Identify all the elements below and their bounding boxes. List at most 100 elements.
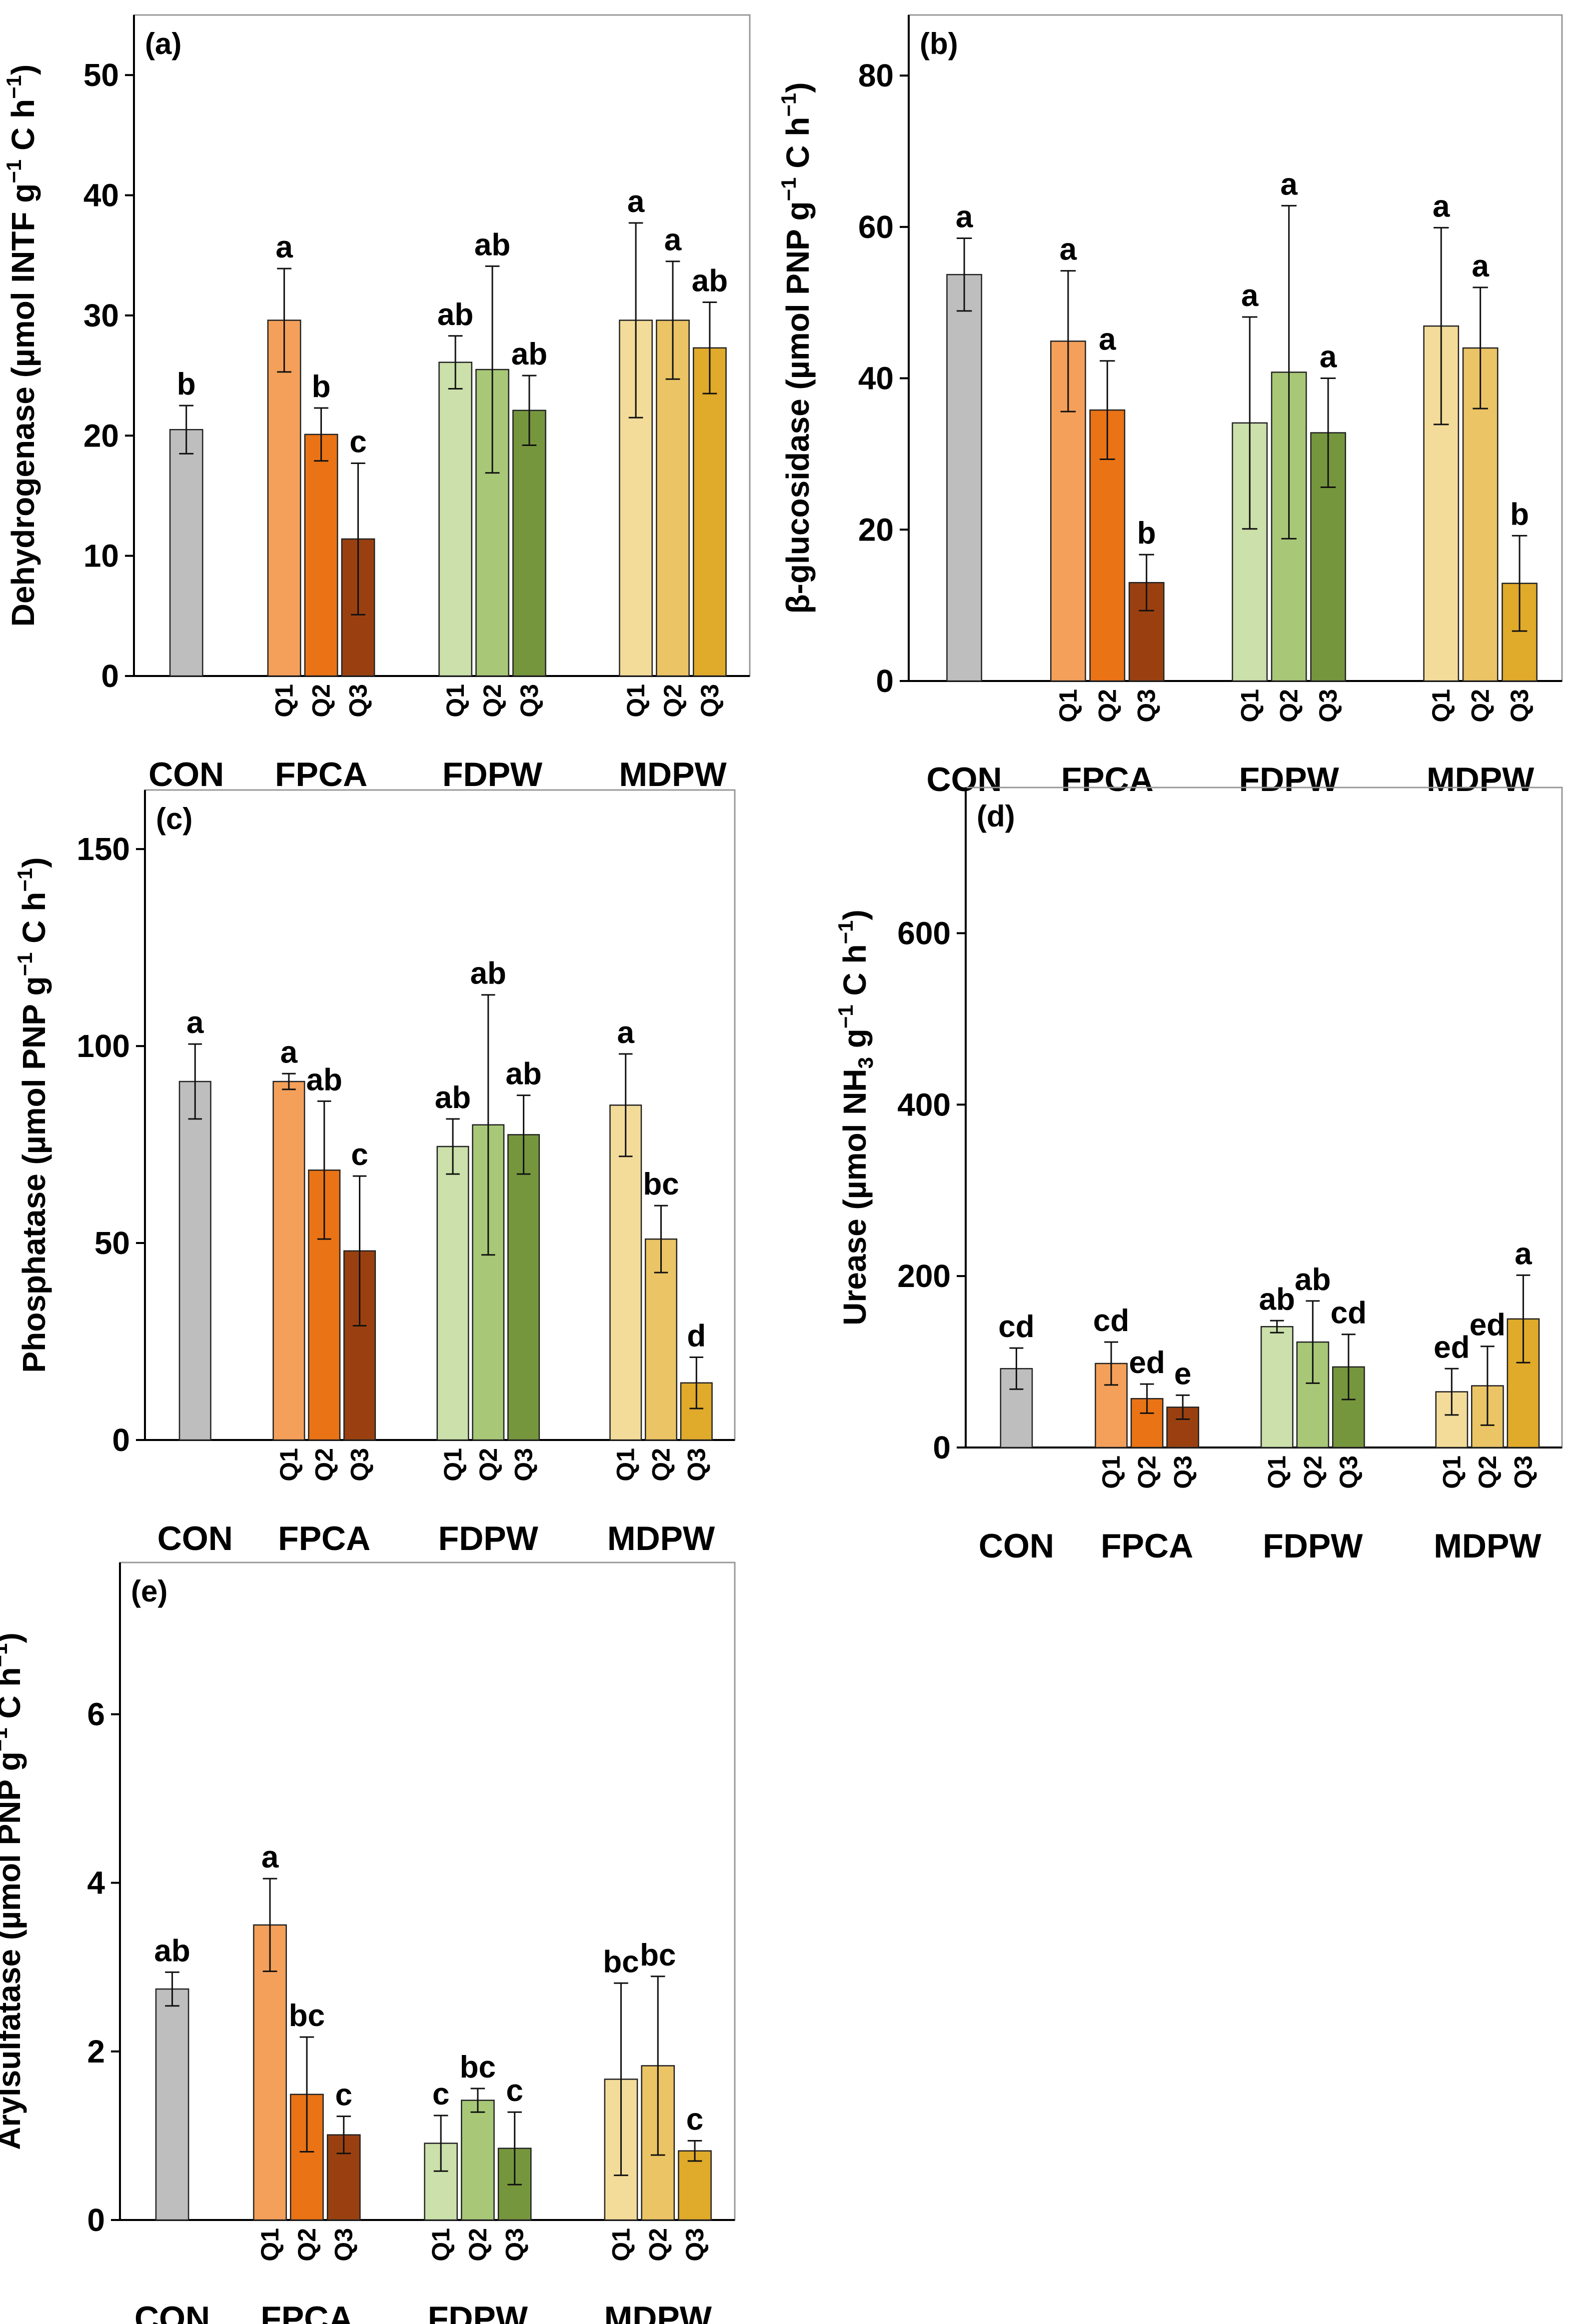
y-tick-label: 20: [83, 418, 119, 454]
y-tick-label: 20: [858, 512, 894, 548]
bar-sublabel: Q1: [1427, 689, 1455, 722]
significance-letter: a: [1280, 167, 1298, 202]
significance-letter: b: [312, 370, 331, 404]
bar-sublabel: Q1: [1263, 1456, 1291, 1489]
bar: [1260, 1326, 1294, 1448]
bar-sublabel: Q2: [464, 2228, 492, 2262]
group-label: FPCA: [1101, 1527, 1193, 1565]
bar: [507, 1134, 540, 1441]
significance-letter: b: [177, 367, 196, 402]
bar-sublabel: Q2: [1299, 1456, 1327, 1489]
y-tick-label: 600: [897, 915, 951, 951]
y-axis-title-part: C h: [837, 944, 873, 1004]
y-tick-label: 200: [897, 1258, 951, 1294]
significance-letter: a: [1099, 322, 1116, 357]
bar-sublabel: Q3: [681, 2228, 709, 2262]
y-tick-label: 0: [87, 2202, 105, 2238]
bar: [436, 1146, 469, 1441]
significance-letter: ab: [306, 1062, 342, 1097]
bar-sublabel: Q1: [1438, 1456, 1466, 1489]
y-tick-label: 40: [858, 360, 894, 396]
group-label: FDPW: [1263, 1527, 1363, 1565]
y-axis-title-part: −1: [2, 75, 25, 99]
bar-sublabel: Q2: [474, 1448, 502, 1482]
significance-letter: a: [1060, 232, 1077, 267]
group-label: CON: [927, 760, 1002, 798]
group-label: FPCA: [278, 1520, 370, 1558]
panel-label: (a): [145, 27, 181, 60]
bar-sublabel: Q2: [1275, 689, 1303, 722]
y-axis-title-part: β-glucosidase (µmol PNP g: [780, 201, 816, 614]
bar: [272, 1080, 305, 1441]
bar-sublabel: Q1: [256, 2228, 284, 2262]
bar-sublabel: Q1: [607, 2228, 635, 2262]
bar-sublabel: Q2: [644, 2228, 672, 2262]
y-tick-label: 0: [876, 663, 894, 699]
bar: [678, 2150, 712, 2221]
significance-letter: a: [1433, 189, 1450, 224]
y-axis-title: Phosphatase (µmol PNP g−1 C h−1): [13, 857, 52, 1372]
significance-letter: cd: [998, 1310, 1034, 1344]
bar-sublabel: Q2: [293, 2228, 321, 2262]
bar-sublabel: Q1: [427, 2228, 455, 2262]
y-axis-title-part: C h: [780, 117, 816, 178]
group-label: MDPW: [619, 756, 727, 794]
group-label: FDPW: [438, 1520, 539, 1558]
y-axis-title-part: C h: [16, 892, 52, 952]
group-label: CON: [148, 756, 224, 794]
group-label: CON: [134, 2300, 210, 2324]
y-tick-label: 0: [101, 658, 119, 694]
y-tick-label: 0: [933, 1430, 951, 1466]
bar: [178, 1080, 211, 1441]
significance-letter: c: [335, 2078, 352, 2112]
bar-sublabel: Q3: [1509, 1456, 1537, 1489]
bar-sublabel: Q3: [515, 684, 543, 718]
bar-sublabel: Q2: [647, 1448, 675, 1482]
y-axis-title-part: Dehydrogenase (µmol INTF g: [5, 184, 41, 627]
y-axis-title-part: −1: [834, 920, 857, 944]
y-tick-label: 80: [858, 58, 894, 94]
bar-sublabel: Q1: [612, 1448, 640, 1482]
bar-sublabel: Q2: [478, 684, 506, 718]
y-tick-label: 150: [76, 831, 130, 867]
significance-letter: ab: [474, 228, 510, 262]
significance-letter: b: [1137, 516, 1156, 550]
bar: [512, 410, 546, 677]
y-axis-title: Dehydrogenase (µmol INTF g−1 C h−1): [2, 64, 41, 627]
group-label: FPCA: [1061, 760, 1154, 798]
y-tick-label: 50: [83, 57, 119, 93]
bar: [304, 434, 338, 677]
y-axis-title: Arylsulfatase (µmol PNP g−1 C h−1): [0, 1632, 27, 2150]
significance-letter: cd: [1093, 1304, 1129, 1338]
panel-label: (b): [920, 27, 958, 60]
significance-letter: c: [351, 1138, 368, 1172]
y-tick-label: 10: [83, 538, 119, 574]
y-axis-title: β-glucosidase (µmol PNP g−1 C h−1): [777, 82, 816, 614]
significance-letter: ab: [435, 1080, 471, 1115]
significance-letter: a: [664, 223, 682, 258]
y-tick-label: 400: [897, 1086, 951, 1122]
bar-sublabel: Q1: [622, 684, 650, 718]
bar: [438, 362, 473, 677]
bar-sublabel: Q1: [1236, 689, 1264, 722]
y-axis-title-part: −1: [777, 178, 800, 202]
significance-letter: ab: [1259, 1282, 1295, 1316]
significance-letter: ed: [1129, 1346, 1165, 1380]
y-tick-label: 40: [83, 178, 119, 214]
bar: [155, 1988, 189, 2221]
bar-sublabel: Q2: [310, 1448, 338, 1482]
y-tick-label: 4: [87, 1865, 105, 1901]
significance-letter: ab: [692, 264, 728, 298]
significance-letter: a: [956, 200, 973, 234]
bar-sublabel: Q2: [1093, 689, 1121, 722]
group-label: FPCA: [260, 2300, 353, 2324]
bar-sublabel: Q3: [510, 1448, 538, 1482]
bar-sublabel: Q1: [1097, 1456, 1125, 1489]
significance-letter: ab: [511, 337, 547, 372]
y-axis-title-part: g: [837, 1028, 873, 1057]
bar-sublabel: Q3: [330, 2228, 358, 2262]
bar-sublabel: Q3: [1133, 689, 1161, 722]
